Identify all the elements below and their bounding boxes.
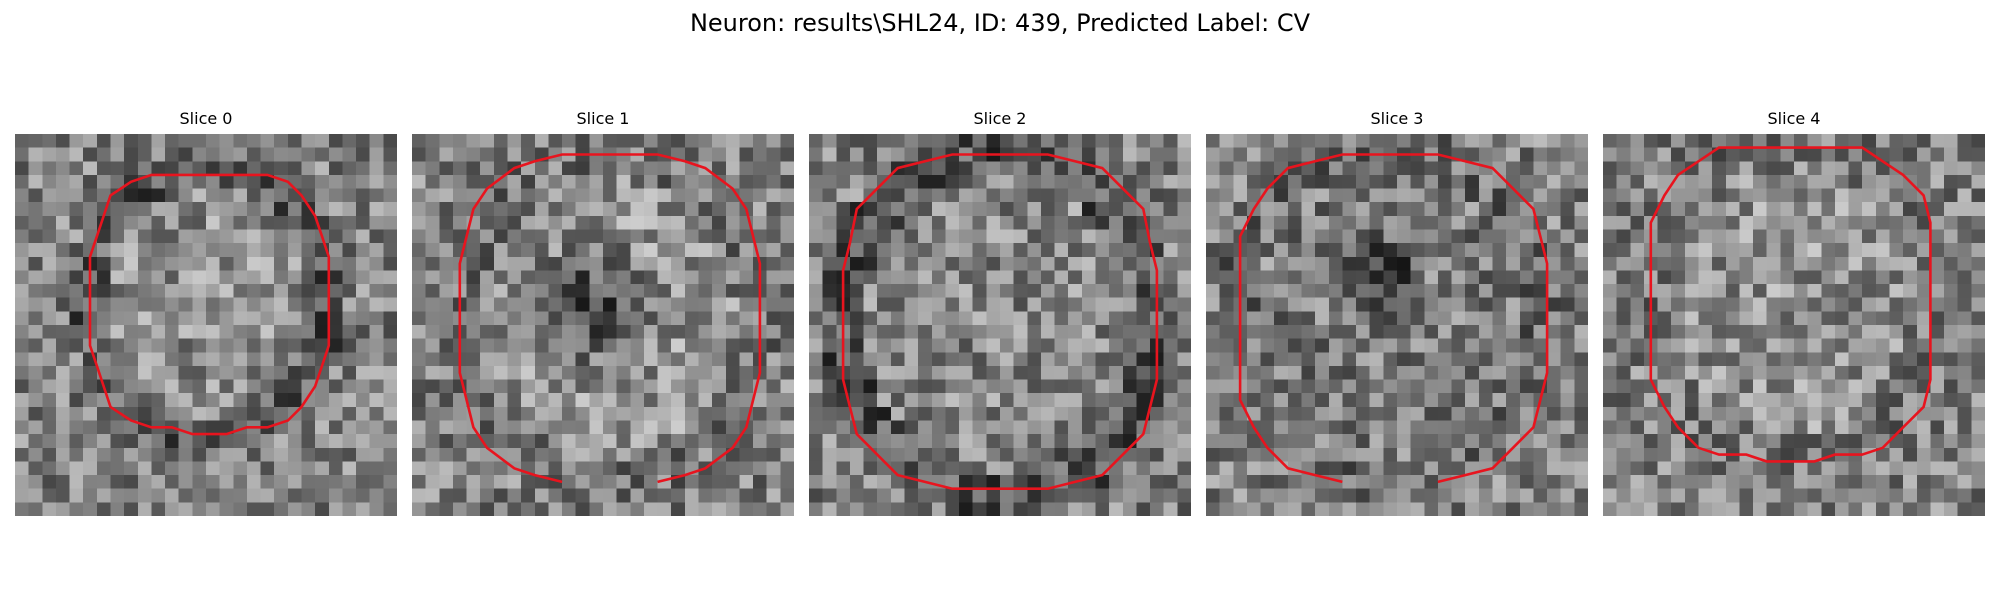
slice-title: Slice 0	[179, 109, 233, 128]
slice-image	[1206, 134, 1588, 516]
slice-panel-0: Slice 0	[15, 108, 397, 516]
slice-image	[15, 134, 397, 516]
pixel-grid	[412, 134, 794, 516]
slice-title: Slice 2	[973, 109, 1027, 128]
slice-image	[412, 134, 794, 516]
pixel-grid	[15, 134, 397, 516]
slice-title: Slice 3	[1370, 109, 1424, 128]
slice-svg	[1206, 134, 1588, 516]
figure-title: Neuron: results\SHL24, ID: 439, Predicte…	[689, 9, 1311, 37]
segmentation-contour	[88, 173, 331, 436]
slice-svg	[15, 134, 397, 516]
slice-panel-4: Slice 4	[1603, 108, 1985, 516]
slice-panel-1: Slice 1	[412, 108, 794, 516]
slice-title: Slice 1	[576, 109, 630, 128]
pixel-grid	[809, 134, 1191, 516]
segmentation-contour	[1649, 146, 1932, 463]
slice-image	[1603, 134, 1985, 516]
slice-panel-2: Slice 2	[809, 108, 1191, 516]
slice-image	[809, 134, 1191, 516]
pixel-grid	[1206, 134, 1588, 516]
pixel-grid	[1603, 134, 1985, 516]
segmentation-contour	[841, 153, 1159, 490]
slice-svg	[809, 134, 1191, 516]
slice-panel-3: Slice 3	[1206, 108, 1588, 516]
segmentation-contour	[1238, 153, 1549, 484]
slice-svg	[1603, 134, 1985, 516]
slice-svg	[412, 134, 794, 516]
segmentation-contour	[458, 153, 762, 484]
slice-title: Slice 4	[1767, 109, 1821, 128]
